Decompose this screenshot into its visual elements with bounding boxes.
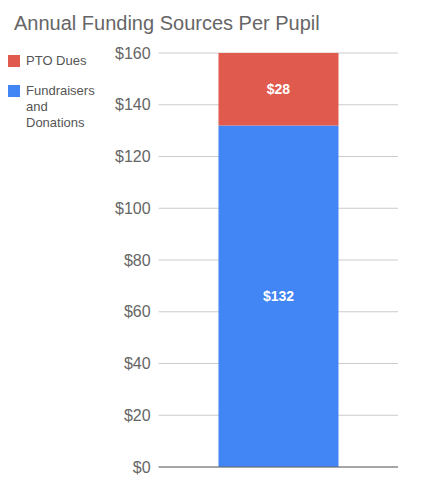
html-text:Annual Funding Sources Per Pup: Annual Funding Sources Per Pupil: [14, 12, 320, 34]
svg-text:$28: $28: [267, 81, 291, 97]
svg-text:$160: $160: [115, 45, 151, 62]
svg-text:$20: $20: [124, 407, 151, 424]
html-text:PTO Dues: PTO Dues: [26, 53, 87, 68]
html-text:Fundraisers and Donations: Fundraisers and Donations: [26, 83, 95, 130]
svg-text:$60: $60: [124, 303, 151, 320]
svg-text:$100: $100: [115, 200, 151, 217]
svg-text:$40: $40: [124, 355, 151, 372]
svg-text:$120: $120: [115, 148, 151, 165]
svg-text:$80: $80: [124, 252, 151, 269]
svg-text:$132: $132: [263, 288, 294, 304]
svg-text:$140: $140: [115, 96, 151, 113]
svg-text:$0: $0: [133, 459, 151, 476]
